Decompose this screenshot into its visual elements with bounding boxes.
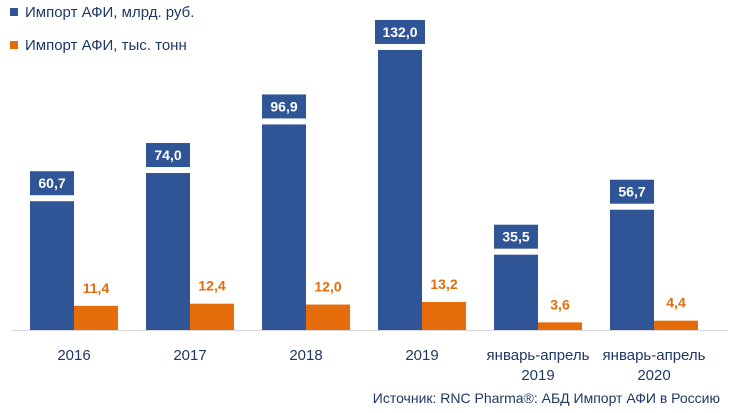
x-tick-label-6-2: 2020: [637, 367, 670, 384]
data-label-s1-3: 96,9: [270, 98, 297, 114]
data-label-box-s1-5: [494, 224, 538, 249]
x-tick-label-1-1: 2016: [57, 347, 90, 364]
data-label-s2-3: 12,0: [314, 279, 341, 295]
data-label-s2-1: 11,4: [83, 280, 110, 296]
x-tick-label-5-1: январь-апрель: [487, 347, 590, 364]
data-label-box-s2-1: [76, 275, 116, 300]
bar-s1-1: [30, 201, 74, 330]
data-label-box-s1-6: [610, 179, 654, 204]
data-label-s1-2: 74,0: [154, 147, 181, 163]
bar-s1-2: [146, 173, 190, 330]
data-labels: 60,7 11,4 74,0 12,4 96,9 12,0 132,0 13,2 35,5 3,6…: [30, 19, 696, 317]
bar-s1-3: [262, 124, 306, 331]
data-label-box-s2-5: [540, 292, 580, 317]
data-label-s2-2: 12,4: [198, 278, 225, 294]
bar-s1-6: [610, 209, 654, 330]
bar-s2-3: [306, 304, 350, 330]
bar-s2-6: [654, 320, 698, 330]
bar-s2-2: [190, 303, 234, 330]
x-tick-label-4-1: 2019: [405, 347, 438, 364]
bar-s1-5: [494, 254, 538, 330]
source-note: Источник: RNC Pharma®: АБД Импорт АФИ в …: [373, 390, 720, 406]
bar-s2-1: [74, 305, 118, 330]
data-label-box-s2-2: [192, 273, 232, 298]
data-label-box-s1-2: [146, 143, 190, 168]
x-tick-label-3-1: 2018: [289, 347, 322, 364]
data-label-s1-6: 56,7: [618, 184, 645, 200]
legend-swatch-2: [10, 41, 18, 49]
x-tick-label-5-2: 2019: [521, 367, 554, 384]
x-tick-label-6-1: январь-апрель: [603, 347, 706, 364]
data-label-s1-1: 60,7: [38, 175, 65, 191]
data-label-s1-4: 132,0: [382, 24, 417, 40]
data-label-box-s2-4: [424, 271, 464, 296]
x-tick-labels: 2016 2017 2018 2019 январь-апрель 2019 январь-…: [57, 347, 705, 384]
data-label-s2-6: 4,4: [666, 295, 686, 311]
bar-s1-4: [378, 49, 422, 330]
bars: [30, 49, 698, 331]
data-label-s1-5: 35,5: [502, 229, 529, 245]
data-label-box-s2-6: [656, 290, 696, 315]
legend: Импорт АФИ, млрд. руб. Импорт АФИ, тыс. т…: [10, 4, 194, 54]
bar-s2-5: [538, 322, 582, 330]
legend-label-1: Импорт АФИ, млрд. руб.: [25, 4, 194, 21]
data-label-box-s1-4: [375, 19, 425, 44]
bar-s2-4: [422, 301, 466, 330]
x-tick-label-2-1: 2017: [173, 347, 206, 364]
data-label-box-s2-3: [308, 274, 348, 299]
data-label-box-s1-1: [30, 171, 74, 196]
data-label-box-s1-3: [262, 94, 306, 119]
legend-swatch-1: [10, 8, 18, 16]
legend-label-2: Импорт АФИ, тыс. тонн: [25, 37, 187, 54]
data-label-s2-5: 3,6: [550, 296, 570, 312]
data-label-s2-4: 13,2: [430, 276, 457, 292]
